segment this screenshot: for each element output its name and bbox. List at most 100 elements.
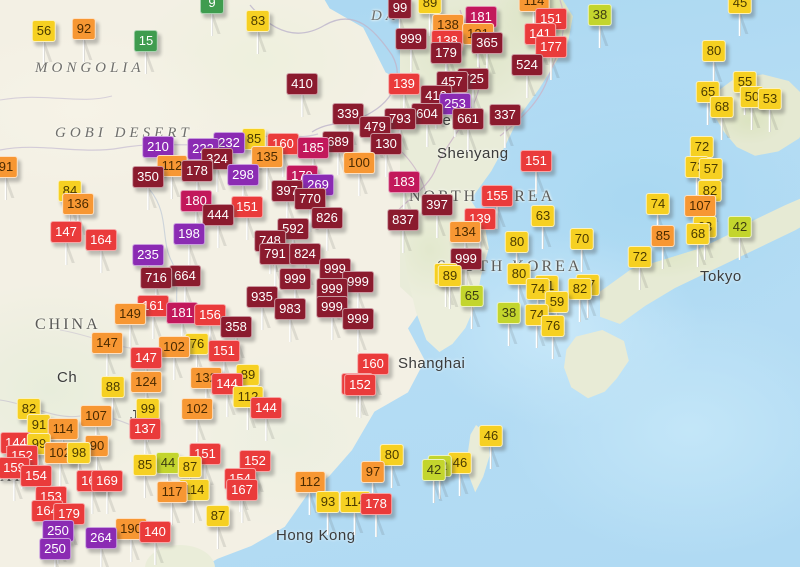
aqi-value-sign[interactable]: 837	[387, 209, 419, 231]
aqi-marker[interactable]: 124	[130, 371, 162, 415]
aqi-marker[interactable]: 114	[47, 418, 79, 462]
aqi-marker[interactable]: 80	[379, 444, 405, 488]
aqi-marker[interactable]: 92	[71, 18, 97, 62]
aqi-marker[interactable]: 298	[227, 164, 259, 208]
aqi-value-sign[interactable]: 365	[471, 32, 503, 54]
aqi-marker[interactable]: 87	[205, 505, 231, 549]
aqi-marker[interactable]: 65	[459, 285, 485, 329]
aqi-marker[interactable]: 68	[709, 96, 735, 140]
aqi-value-sign[interactable]: 59	[544, 291, 570, 313]
aqi-value-sign[interactable]: 70	[569, 228, 595, 250]
aqi-value-sign[interactable]: 147	[130, 347, 162, 369]
aqi-marker[interactable]: 89	[417, 0, 443, 36]
aqi-marker[interactable]: 74	[525, 278, 551, 322]
aqi-marker[interactable]: 99	[135, 398, 161, 442]
aqi-value-sign[interactable]: 85	[132, 454, 158, 476]
aqi-marker[interactable]: 935	[246, 286, 278, 330]
aqi-value-sign[interactable]: 92	[71, 18, 97, 40]
aqi-marker[interactable]: 155	[481, 185, 513, 229]
aqi-value-sign[interactable]: 190	[115, 518, 147, 540]
aqi-marker[interactable]: 137	[129, 418, 161, 462]
aqi-value-sign[interactable]: 102	[181, 398, 213, 420]
aqi-value-sign[interactable]: 137	[129, 418, 161, 440]
aqi-marker[interactable]: 53	[757, 88, 783, 132]
aqi-marker[interactable]: 337	[489, 104, 521, 148]
aqi-marker[interactable]: 63	[530, 205, 556, 249]
aqi-value-sign[interactable]: 42	[727, 216, 753, 238]
aqi-value-sign[interactable]: 74	[525, 278, 551, 300]
aqi-marker[interactable]: 152	[344, 374, 376, 418]
aqi-value-sign[interactable]: 88	[100, 376, 126, 398]
aqi-value-sign[interactable]: 444	[202, 204, 234, 226]
aqi-marker[interactable]: 38	[496, 302, 522, 346]
aqi-value-sign[interactable]: 999	[342, 271, 374, 293]
aqi-marker[interactable]: 190	[115, 518, 147, 562]
aqi-marker[interactable]: 100	[343, 152, 375, 196]
aqi-marker[interactable]: 185	[297, 137, 329, 181]
aqi-marker[interactable]: 716	[140, 267, 172, 311]
aqi-marker[interactable]: 181	[166, 302, 198, 346]
aqi-marker[interactable]: 89	[437, 265, 463, 309]
aqi-value-sign[interactable]: 144	[250, 397, 282, 419]
aqi-value-sign[interactable]: 98	[66, 442, 92, 464]
aqi-marker[interactable]: 661	[452, 108, 484, 152]
aqi-value-sign[interactable]: 826	[311, 207, 343, 229]
aqi-marker[interactable]: 134	[449, 221, 481, 265]
aqi-value-sign[interactable]: 42	[421, 459, 447, 481]
aqi-value-sign[interactable]: 38	[587, 4, 613, 26]
aqi-value-sign[interactable]: 63	[530, 205, 556, 227]
aqi-marker[interactable]: 57	[698, 158, 724, 202]
aqi-value-sign[interactable]: 147	[91, 332, 123, 354]
aqi-value-sign[interactable]: 97	[360, 461, 386, 483]
aqi-marker[interactable]: 198	[173, 223, 205, 267]
aqi-value-sign[interactable]: 85	[650, 225, 676, 247]
aqi-value-sign[interactable]: 139	[388, 73, 420, 95]
aqi-value-sign[interactable]: 250	[39, 538, 71, 560]
aqi-value-sign[interactable]: 93	[315, 491, 341, 513]
aqi-value-sign[interactable]: 46	[478, 425, 504, 447]
aqi-marker[interactable]: 983	[274, 298, 306, 342]
aqi-marker[interactable]: 85	[132, 454, 158, 498]
aqi-marker[interactable]: 80	[504, 231, 530, 275]
aqi-marker[interactable]: 365	[471, 32, 503, 76]
aqi-marker[interactable]: 45	[727, 0, 753, 36]
aqi-marker[interactable]: 770	[294, 188, 326, 232]
aqi-value-sign[interactable]: 156	[194, 304, 226, 326]
aqi-value-sign[interactable]: 89	[417, 0, 443, 14]
aqi-marker[interactable]: 169	[91, 470, 123, 514]
aqi-value-sign[interactable]: 45	[727, 0, 753, 14]
aqi-value-sign[interactable]: 999	[450, 248, 482, 270]
aqi-marker[interactable]: 93	[315, 491, 341, 535]
aqi-marker[interactable]: 46	[447, 452, 473, 496]
aqi-marker[interactable]: 97	[360, 461, 386, 505]
aqi-marker[interactable]: 183	[388, 171, 420, 215]
aqi-marker[interactable]: 664	[169, 265, 201, 309]
aqi-marker[interactable]: 80	[701, 40, 727, 84]
aqi-value-sign[interactable]: 152	[344, 374, 376, 396]
aqi-value-sign[interactable]: 107	[684, 195, 716, 217]
aqi-value-sign[interactable]: 198	[173, 223, 205, 245]
aqi-marker[interactable]: 140	[139, 521, 171, 565]
aqi-value-sign[interactable]: 824	[289, 243, 321, 265]
aqi-value-sign[interactable]: 604	[411, 103, 443, 125]
aqi-marker[interactable]: 250	[39, 538, 71, 567]
aqi-marker[interactable]: 72	[627, 246, 653, 290]
aqi-marker[interactable]: 147	[91, 332, 123, 376]
aqi-value-sign[interactable]: 140	[139, 521, 171, 543]
aqi-marker[interactable]: 88	[100, 376, 126, 420]
aqi-value-sign[interactable]: 298	[227, 164, 259, 186]
aqi-marker[interactable]: 42	[421, 459, 447, 503]
aqi-value-sign[interactable]: 152	[239, 450, 271, 472]
aqi-value-sign[interactable]: 87	[205, 505, 231, 527]
aqi-marker[interactable]: 410	[286, 73, 318, 117]
aqi-marker[interactable]: 91	[0, 156, 19, 200]
aqi-value-sign[interactable]: 350	[132, 166, 164, 188]
aqi-value-sign[interactable]: 107	[80, 405, 112, 427]
aqi-marker[interactable]: 90	[84, 435, 110, 479]
aqi-value-sign[interactable]: 661	[452, 108, 484, 130]
aqi-marker[interactable]: 235	[132, 244, 164, 288]
aqi-value-sign[interactable]: 183	[388, 171, 420, 193]
aqi-value-sign[interactable]: 999	[342, 308, 374, 330]
aqi-marker[interactable]: 83	[245, 10, 271, 54]
aqi-value-sign[interactable]: 99	[135, 398, 161, 420]
